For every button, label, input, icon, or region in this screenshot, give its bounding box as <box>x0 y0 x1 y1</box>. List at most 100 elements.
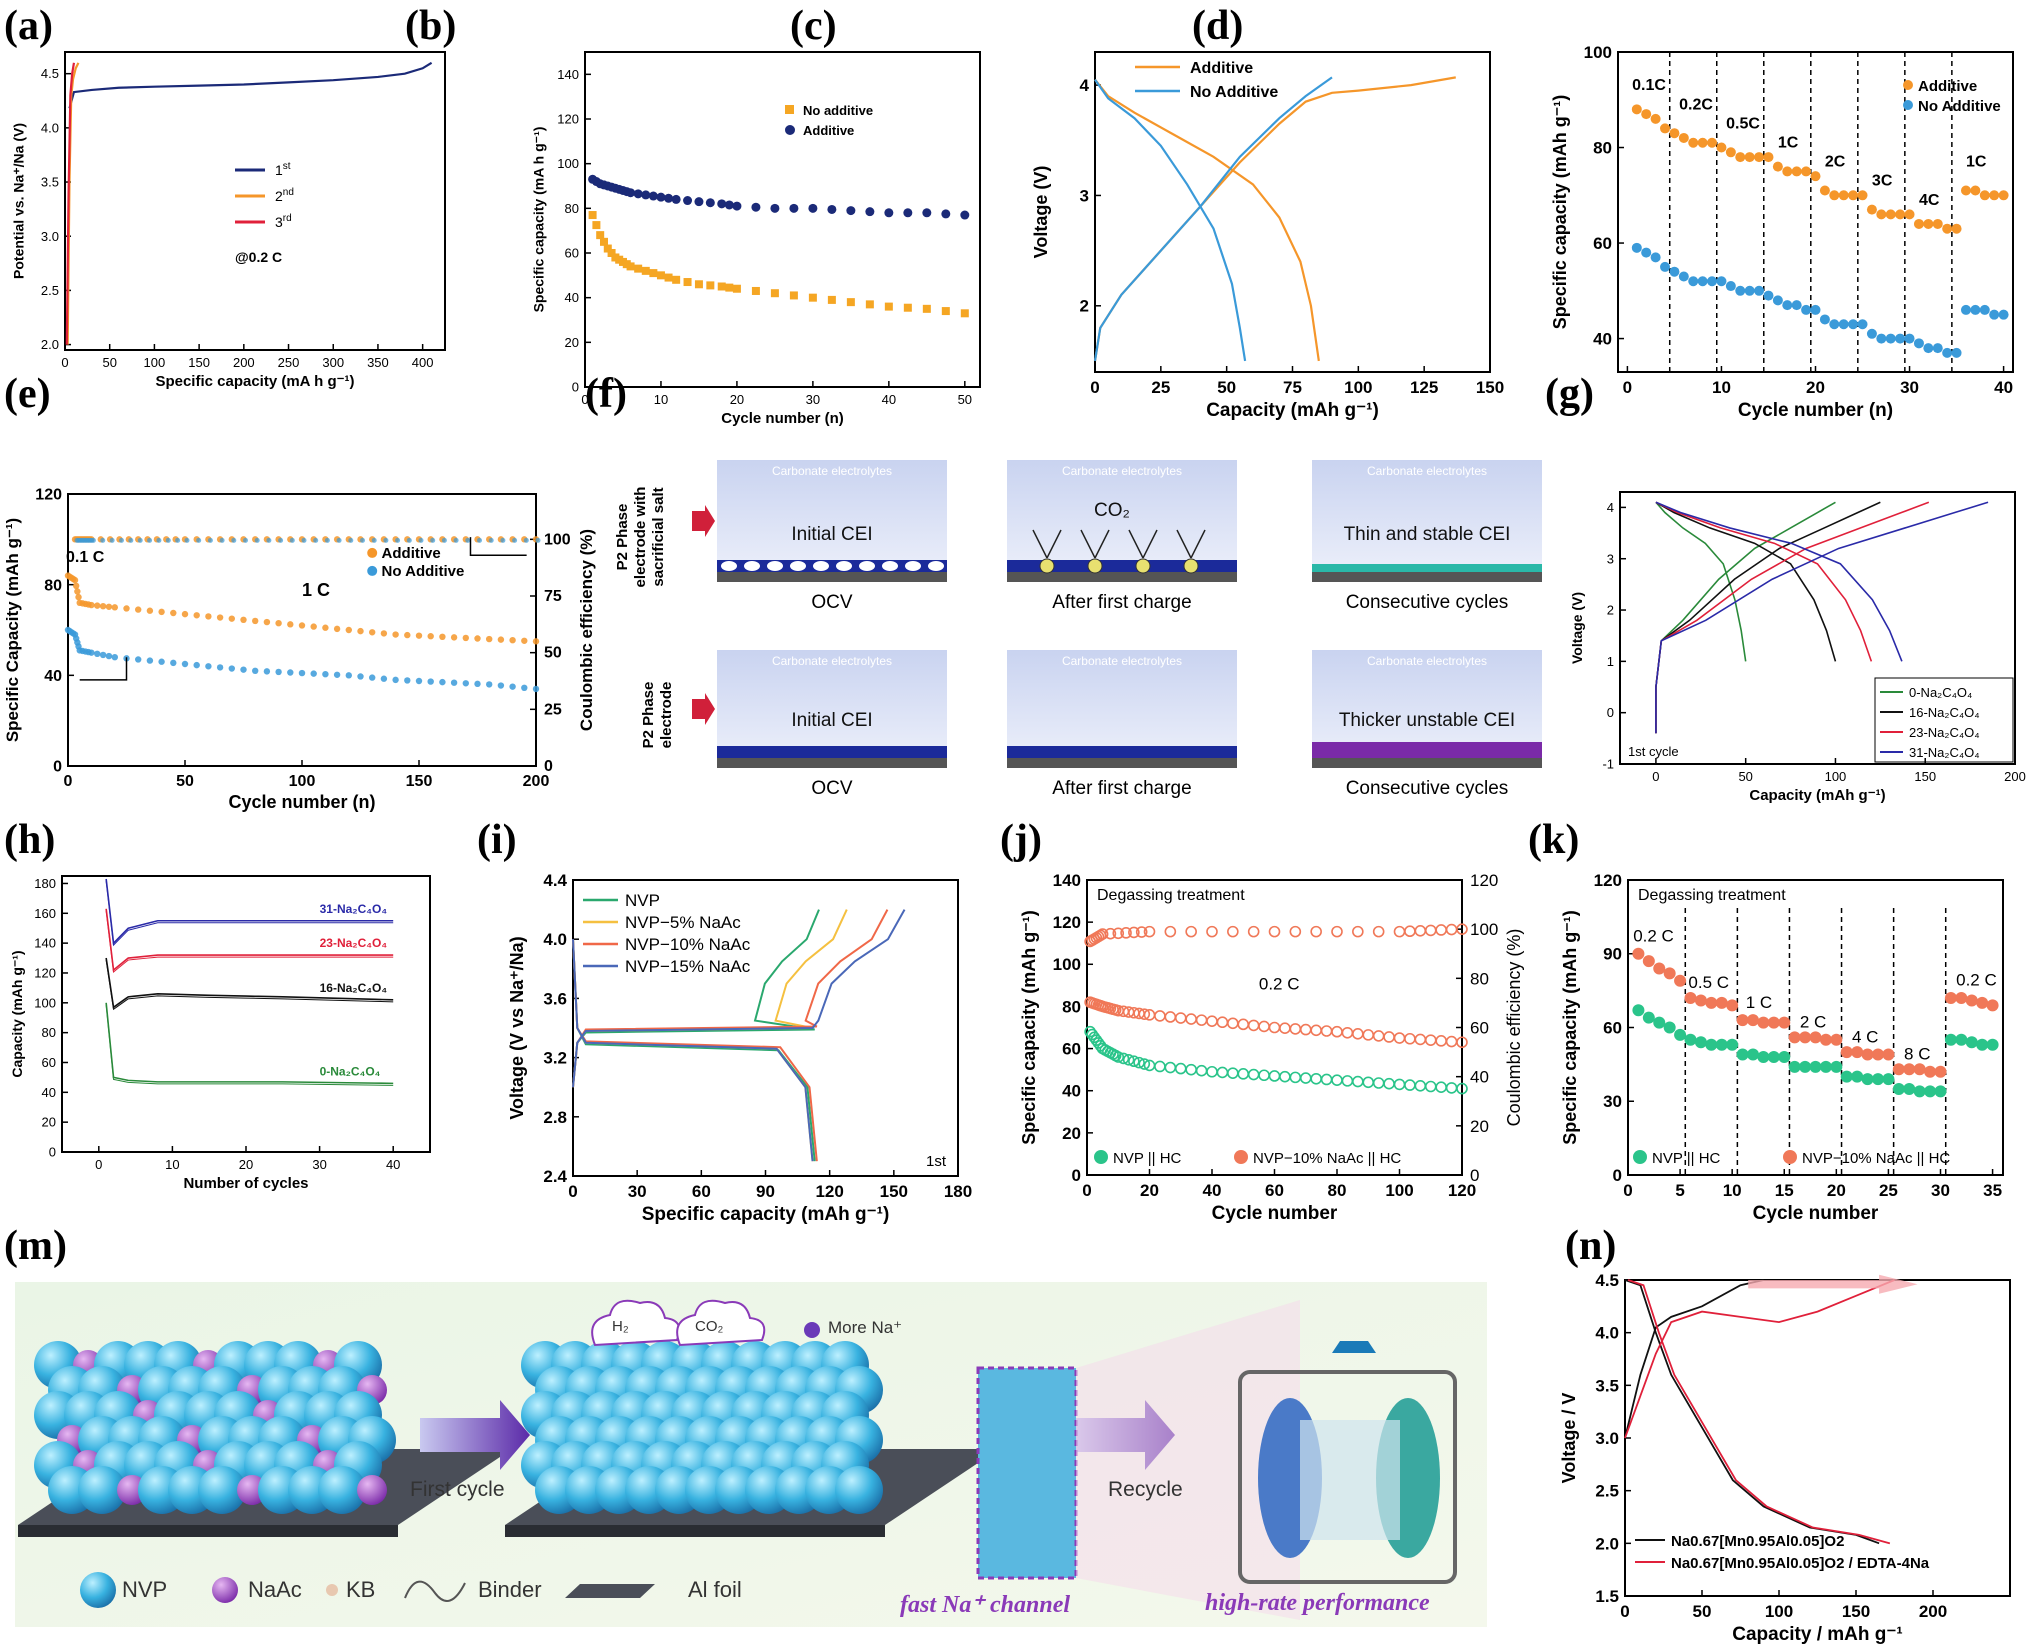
rate-label: 8 C <box>1904 1044 1930 1063</box>
data-point <box>439 633 446 640</box>
data-point <box>404 677 411 684</box>
annotation: 1st <box>926 1153 947 1170</box>
discharge-curve <box>1627 1279 1891 1545</box>
data-point <box>1096 928 1109 940</box>
cei-layer <box>1312 742 1542 758</box>
legend-binder-icon <box>404 1580 466 1602</box>
y2-tick-label: 0 <box>1470 1166 1479 1185</box>
data-point <box>266 537 272 543</box>
y-tick-label: 80 <box>42 1025 56 1040</box>
y-tick-label: 80 <box>44 577 62 594</box>
series-line-0 <box>105 880 394 947</box>
m-legend-label: NVP <box>122 1577 168 1602</box>
data-point <box>1684 1033 1697 1046</box>
x-tick-label: 10 <box>1723 1181 1742 1200</box>
x-tick-label: 5 <box>1675 1181 1684 1200</box>
nvp-particle <box>198 1466 246 1514</box>
x-tick-label: 50 <box>958 392 972 407</box>
legend-label: Additive <box>1918 78 1977 95</box>
data-point <box>903 303 912 312</box>
salt-particle <box>928 561 944 571</box>
y-tick-label: 0 <box>1072 1166 1081 1185</box>
data-point <box>634 264 643 273</box>
more-na-label: More Na⁺ <box>828 1318 903 1337</box>
data-point <box>427 678 434 685</box>
data-point <box>641 190 651 200</box>
data-point <box>1913 338 1924 349</box>
data-point <box>596 231 605 240</box>
data-point <box>1632 947 1645 960</box>
y-tick-label: 20 <box>565 335 579 350</box>
rate-label: 0.1C <box>1632 77 1666 94</box>
x-tick-label: 100 <box>1765 1602 1793 1621</box>
legend-label: 16-Na₂C₄O₄ <box>1909 705 1980 720</box>
m-legend-label: Binder <box>478 1577 542 1602</box>
y-tick-label: 60 <box>1593 234 1612 253</box>
data-point <box>694 197 704 207</box>
data-point <box>1998 309 2009 320</box>
legend-kb-icon <box>326 1584 338 1596</box>
legend-marker <box>1903 80 1913 90</box>
data-point <box>724 200 734 210</box>
data-point <box>1801 166 1812 177</box>
data-point <box>313 537 319 543</box>
data-point <box>99 603 107 610</box>
data-point <box>1965 994 1978 1007</box>
h2-cloud-icon <box>591 1299 681 1347</box>
gas-bubble-icon <box>1135 558 1151 574</box>
data-point <box>846 298 855 307</box>
data-point <box>1735 152 1746 163</box>
data-point <box>1857 190 1868 201</box>
y-tick-label: 0 <box>1607 705 1614 720</box>
co2-cloud-icon <box>676 1299 766 1347</box>
data-point <box>252 667 259 674</box>
data-point <box>1998 190 2009 201</box>
data-point <box>1642 1011 1655 1024</box>
data-point <box>1840 1070 1853 1083</box>
x-tick-label: 250 <box>278 355 300 370</box>
x-tick-label: 35 <box>1983 1181 2002 1200</box>
x-tick-label: 40 <box>386 1157 400 1172</box>
x-tick-label: 100 <box>144 355 166 370</box>
x-tick-label: 0 <box>95 1157 102 1172</box>
data-point <box>827 295 836 304</box>
data-point <box>1819 314 1830 325</box>
y-tick-label: 120 <box>35 487 62 504</box>
data-point <box>165 537 171 543</box>
y-tick-label: 120 <box>34 966 56 981</box>
discharge-curve <box>572 939 814 1162</box>
data-point <box>1942 223 1953 234</box>
data-point <box>357 673 364 680</box>
data-point <box>1767 1016 1780 1029</box>
x-tick-label: 30 <box>628 1182 647 1201</box>
data-point <box>512 537 518 543</box>
data-point <box>219 537 225 543</box>
y-axis-label: Specific capacity (mAh g⁻¹) <box>1560 910 1580 1145</box>
data-point <box>1848 190 1859 201</box>
y-tick-label: 2.8 <box>543 1108 567 1127</box>
data-point <box>1851 1046 1864 1059</box>
f-electrolyte-label: Carbonate electrolytes <box>771 654 893 668</box>
y-tick-label: 2 <box>1607 603 1614 618</box>
salt-particle <box>859 561 875 571</box>
data-point <box>146 657 154 664</box>
x-tick-label: 100 <box>1825 769 1847 784</box>
f-cell-caption: Consecutive cycles <box>1345 592 1509 613</box>
y-tick-label: -1 <box>1602 757 1614 772</box>
data-point <box>1694 994 1707 1007</box>
data-point <box>406 537 412 543</box>
data-point <box>430 537 436 543</box>
data-point <box>509 637 516 644</box>
legend-label: NVP || HC <box>1113 1150 1182 1167</box>
y2-axis-label: Coulombic efficiency (%) <box>1504 929 1524 1127</box>
data-point <box>717 282 726 291</box>
discharge-curve <box>1655 501 1747 662</box>
data-point <box>1650 252 1661 263</box>
data-point <box>1932 343 1943 354</box>
nvp-particle <box>78 1466 126 1514</box>
data-point <box>1989 190 2000 201</box>
y-tick-label: 4.5 <box>1595 1271 1619 1290</box>
legend-label: NVP || HC <box>1652 1150 1721 1167</box>
data-point <box>301 537 307 543</box>
data-point <box>462 634 469 642</box>
